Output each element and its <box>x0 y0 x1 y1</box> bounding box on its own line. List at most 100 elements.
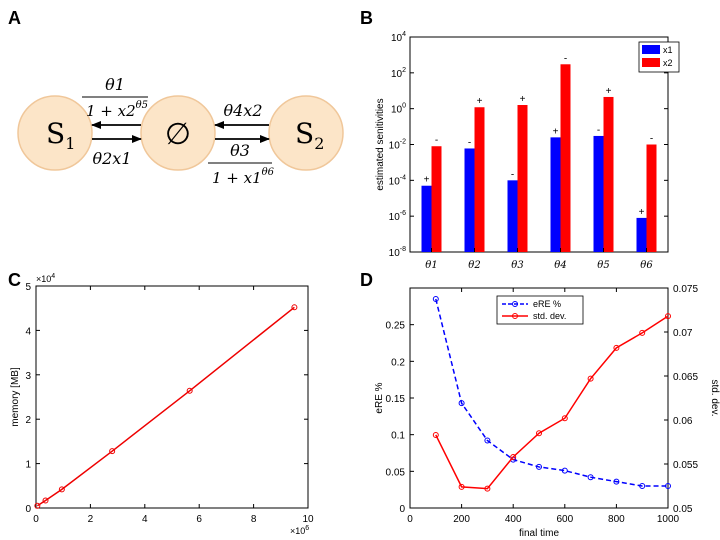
chart-c-xtick-label: 6 <box>196 514 202 525</box>
chart-b-legend-label-x2: x2 <box>663 58 673 68</box>
chart-b-xtick-label: θ4 <box>554 260 566 271</box>
chart-b-sensitivities: 10-810-610-410-2100102104+-θ1-+θ2-+θ3+-θ… <box>375 31 680 271</box>
chart-b-xtick-text: θ5 <box>597 260 609 271</box>
chart-c-x-multiplier: ×106 <box>290 525 309 536</box>
chart-b-xtick-label: θ3 <box>511 260 523 271</box>
chart-b-xtick-label: θ5 <box>597 260 609 271</box>
chart-b-bar-x2-4 <box>560 64 571 252</box>
chart-d-point-right <box>510 453 517 460</box>
rate-top-left-denominator: 1 + x2θ5 <box>86 100 148 120</box>
chart-c-series-line <box>36 306 295 507</box>
chart-c-xtick-label: 8 <box>251 514 257 525</box>
chart-b-ytick-label: 10-6 <box>389 210 406 223</box>
chart-d-xtick-label: 400 <box>505 514 522 525</box>
chart-c-point <box>109 448 116 455</box>
chart-b-sign-label: + <box>520 94 526 105</box>
chart-b-bar-x2-2 <box>474 107 485 252</box>
rate-top-left-numerator: θ1 <box>105 75 125 94</box>
chart-d-right-ytick-label: 0.07 <box>673 328 693 339</box>
node-empty <box>140 95 216 171</box>
chart-b-xtick-text: θ1 <box>425 260 437 271</box>
chart-b-ytick-exp: 0 <box>402 103 406 110</box>
chart-b-ytick-base: 10 <box>391 69 403 80</box>
chart-c-ytick-label: 0 <box>25 504 31 515</box>
chart-b-ytick-base: 10 <box>391 105 403 116</box>
chart-b-xtick-label: θ2 <box>468 260 480 271</box>
chart-d-xtick-label: 200 <box>453 514 470 525</box>
chart-b-sign-label: - <box>650 134 653 145</box>
chart-b-xtick-label: θ1 <box>425 260 437 271</box>
chart-b-ytick-exp: 2 <box>402 67 406 74</box>
chart-d-point-right <box>613 344 620 351</box>
chart-d-left-ytick-label: 0.05 <box>386 467 406 478</box>
chart-d-xtick-label: 1000 <box>657 514 680 525</box>
chart-b-bar-x2-1 <box>431 146 442 252</box>
chart-c-ytick-label: 2 <box>25 415 31 426</box>
chart-d-point-right <box>561 415 568 422</box>
chart-b-xtick-text: θ3 <box>511 260 523 271</box>
chart-b-ytick-exp: -4 <box>400 174 406 181</box>
chart-d-left-ytick-label: 0.1 <box>391 431 405 442</box>
chart-c-point <box>34 502 41 509</box>
chart-d-point-right <box>587 375 594 382</box>
chart-c-xtick-label: 0 <box>33 514 39 525</box>
node-empty-label: ∅ <box>165 117 191 152</box>
chart-d-point-left <box>639 483 646 489</box>
chart-d-point-left <box>587 474 594 481</box>
chart-b-ytick-label: 10-4 <box>389 174 406 187</box>
chart-d-point-right <box>639 329 646 336</box>
chart-b-legend-text: x1 <box>663 45 673 55</box>
chart-b-bar-x2-6 <box>646 144 657 252</box>
chart-b-legend-text: x2 <box>663 58 673 68</box>
chart-b-legend-swatch-x2 <box>642 58 660 67</box>
chart-c-xtick-label: 10 <box>302 514 314 525</box>
chart-d-point-left <box>458 400 465 407</box>
chart-d-legend-marker <box>512 313 518 319</box>
chart-b-xtick-text: θ4 <box>554 260 566 271</box>
chart-d-xtick-label: 0 <box>407 514 413 525</box>
chart-b-ytick-label: 10-8 <box>389 246 406 259</box>
chart-b-bar-x1-4 <box>550 137 561 252</box>
chart-c-ytick-label: 1 <box>25 460 31 471</box>
chart-c-ytick-label: 4 <box>25 326 31 337</box>
chart-c-point <box>58 486 65 493</box>
chart-b-ytick-exp: -8 <box>400 246 406 253</box>
chart-d-point-left <box>561 467 568 474</box>
rate-bottom-left: θ2x1 <box>92 149 131 168</box>
chart-d-xlabel: final time <box>519 528 559 539</box>
rate-bottom-right-numerator: θ3 <box>230 141 250 160</box>
node-s2 <box>268 95 344 171</box>
panel-letter-a: A <box>8 8 21 28</box>
panel-letter-d: D <box>360 270 373 290</box>
chart-c-frame <box>35 285 309 509</box>
chart-b-ytick-exp: 4 <box>402 31 406 38</box>
chart-b-sign-label: + <box>477 96 483 107</box>
chart-c-point <box>42 497 49 504</box>
chart-c-point <box>291 304 298 311</box>
chart-b-ytick-base: 10 <box>391 33 403 44</box>
chart-d-right-ytick-label: 0.075 <box>673 284 698 295</box>
chart-c-y-multiplier-base: ×10 <box>36 274 51 284</box>
chart-b-sign-label: + <box>553 126 559 137</box>
chart-d-point-left <box>536 463 542 470</box>
node-s2-label: S2 <box>295 117 324 153</box>
chart-d-frame <box>409 287 669 509</box>
chart-d-xtick-label: 800 <box>608 514 625 525</box>
chart-b-bar-x2-5 <box>603 96 614 252</box>
reaction-diagram: S1 ∅ S2 θ1 1 + x2θ5 θ2x1 θ4x2 θ3 1 + x1θ… <box>17 75 344 187</box>
chart-b-sign-label: - <box>597 125 600 136</box>
chart-b-ytick-base: 10 <box>389 141 401 152</box>
chart-d-point-right <box>432 431 439 438</box>
chart-c-x-multiplier-base: ×10 <box>290 526 305 536</box>
chart-c-x-multiplier-exp: 6 <box>305 525 309 532</box>
chart-d-point-right <box>536 430 542 437</box>
chart-d-xtick-label: 600 <box>556 514 573 525</box>
chart-d-legend-label: eRE % <box>533 299 561 309</box>
chart-b-ytick-base: 10 <box>389 212 401 223</box>
chart-b-ytick-label: 104 <box>391 31 406 44</box>
chart-d-ylabel-right: std. dev. <box>709 379 720 416</box>
chart-b-ytick-label: 100 <box>391 103 406 116</box>
chart-d-series-line-left <box>435 298 668 487</box>
